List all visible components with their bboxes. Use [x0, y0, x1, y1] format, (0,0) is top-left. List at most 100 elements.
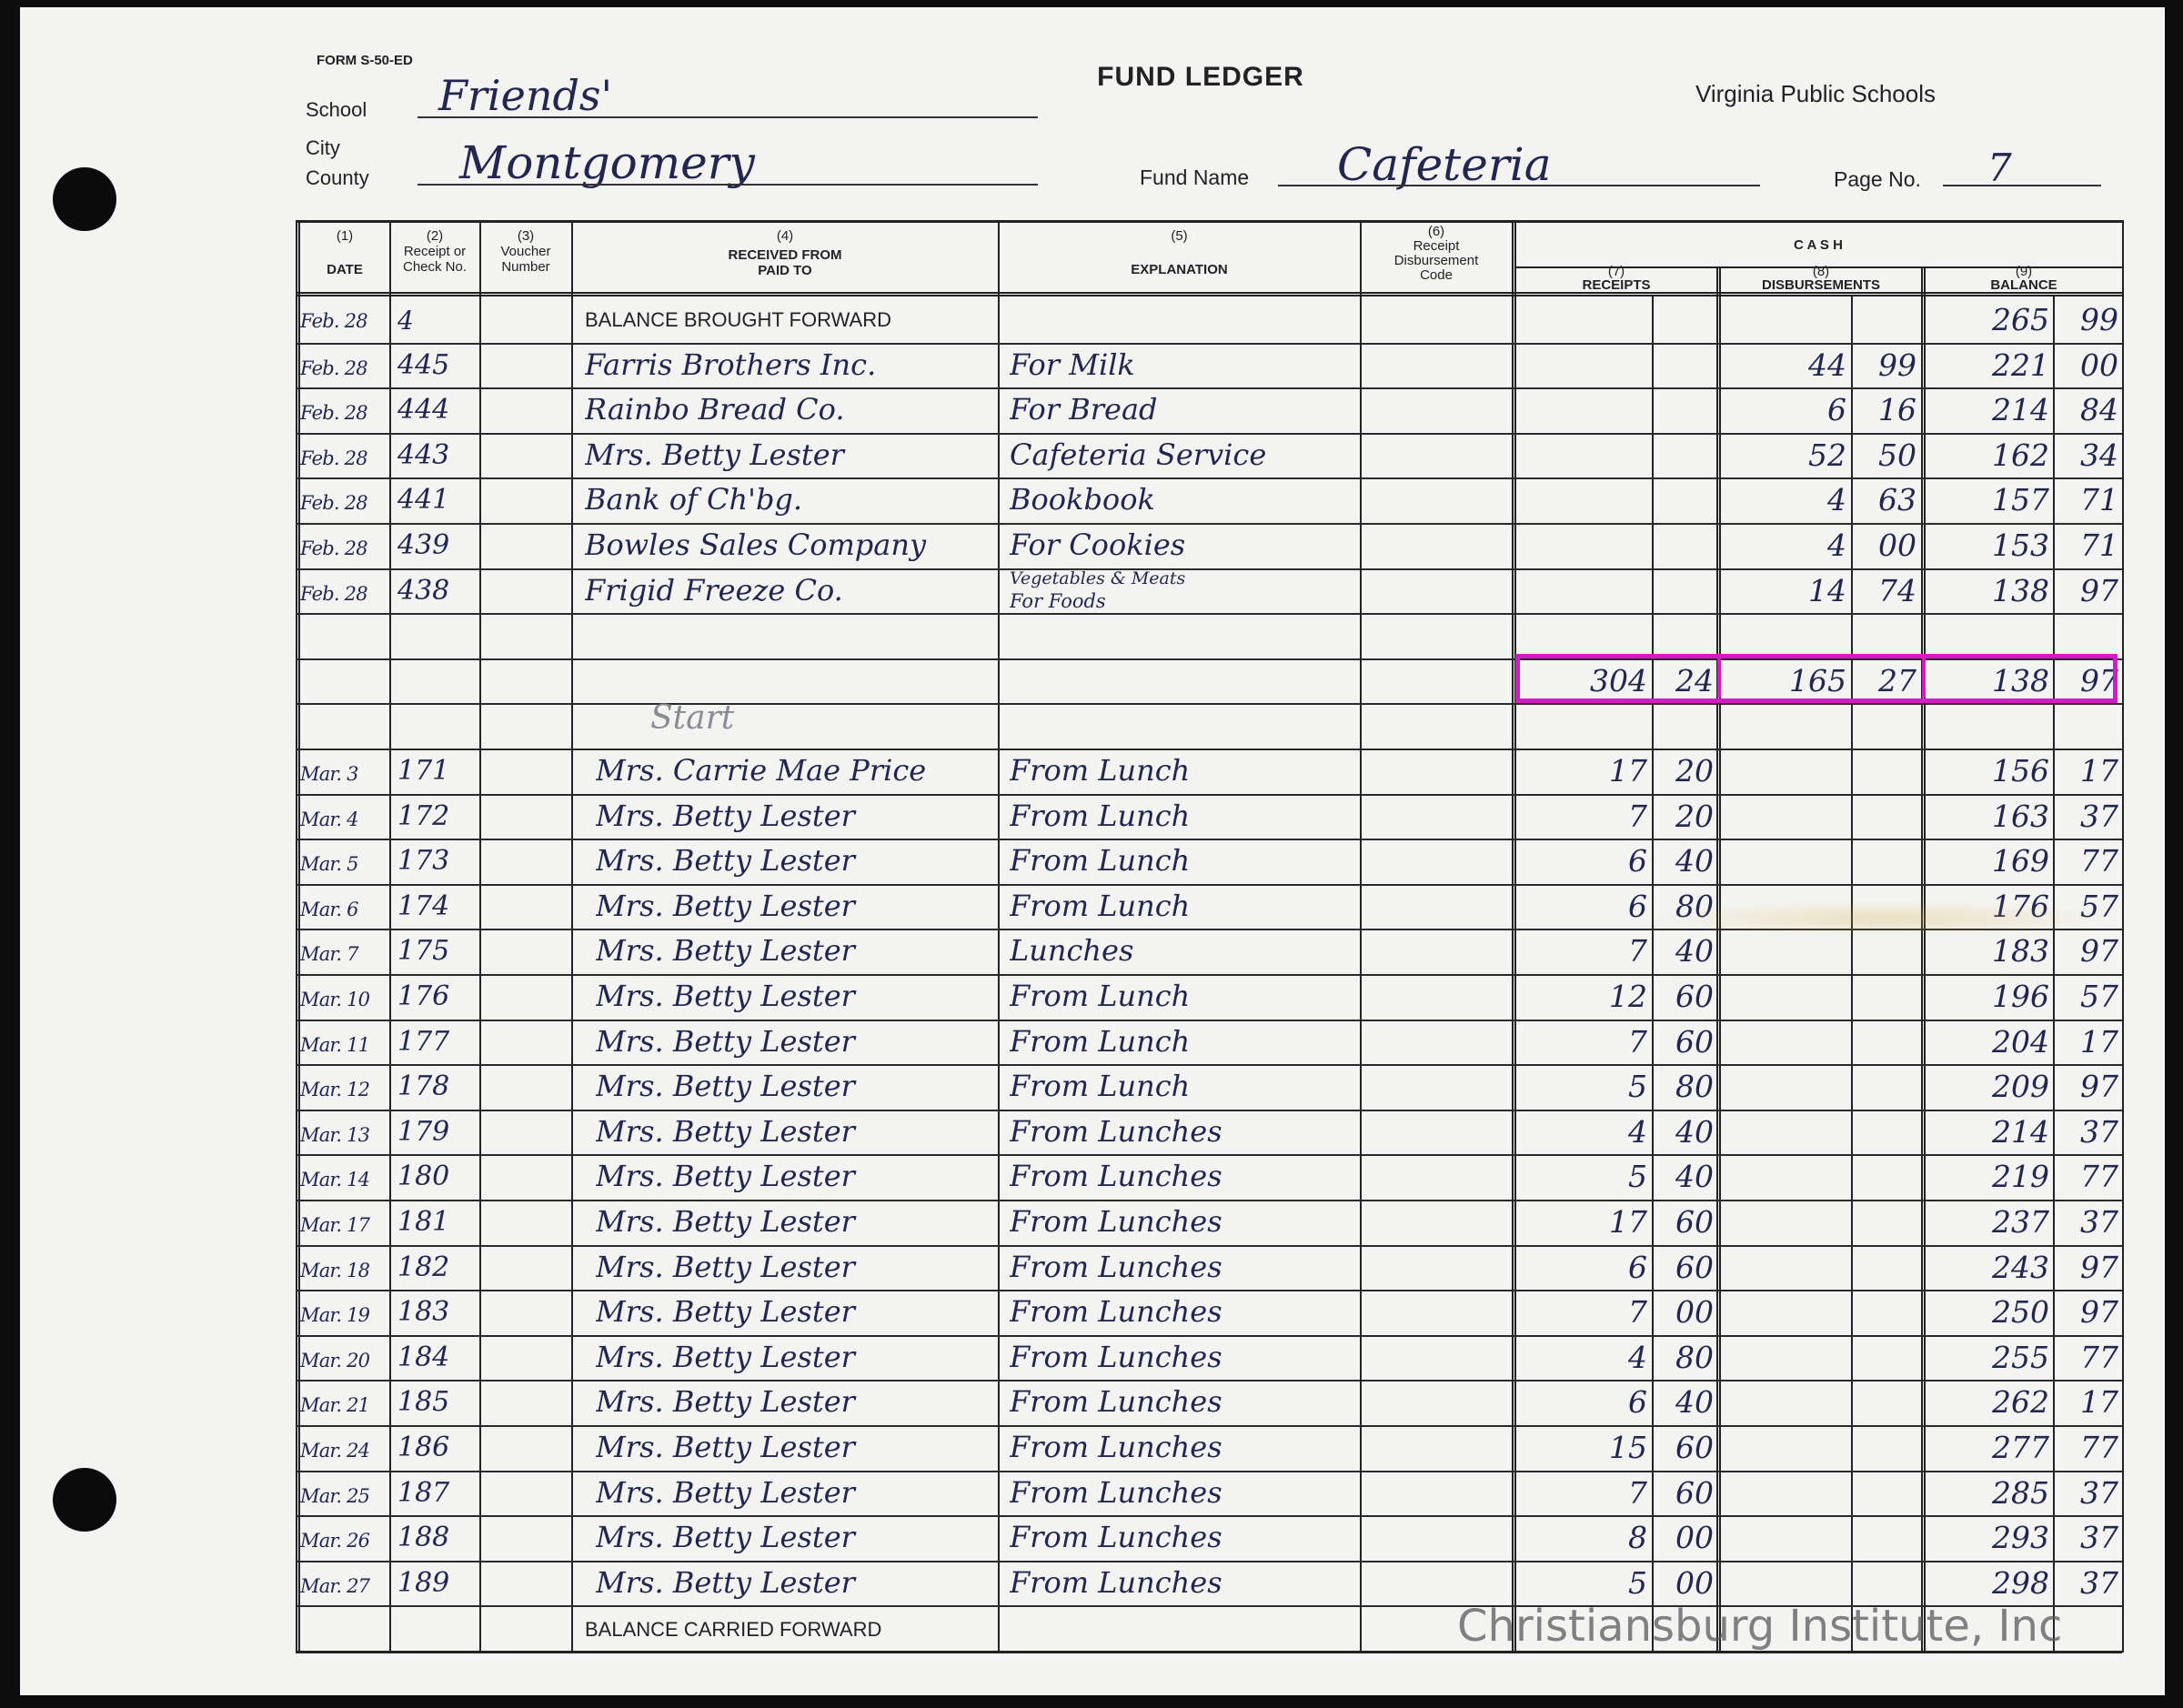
school-value: Friends' [438, 71, 613, 120]
balance-dollars: 156 [1992, 754, 2049, 789]
disbursement-cents: 50 [1878, 437, 1916, 473]
carried-forward-row: BALANCE CARRIED FORWARD [296, 1605, 2122, 1653]
balance-cents: 97 [2080, 573, 2118, 608]
receipt-dollars: 12 [1609, 980, 1647, 1014]
receipt-cents: 80 [1675, 1070, 1714, 1105]
receipt-dollars: 4 [1628, 1340, 1647, 1375]
receipt-dollars: 6 [1628, 1250, 1647, 1285]
balance-dollars: 250 [1992, 1295, 2049, 1331]
entry-number: 188 [397, 1522, 450, 1554]
header-cash: C A S H [1794, 237, 1843, 253]
entry-explanation: From Lunch [1010, 844, 1191, 878]
receipt-cents: 20 [1675, 754, 1714, 789]
entry-explanation: From Lunches [1010, 1521, 1222, 1554]
entry-explanation: From Lunch [1010, 1024, 1191, 1059]
receipt-dollars: 17 [1609, 1205, 1647, 1240]
entry-date: Mar. 19 [300, 1304, 370, 1327]
header-rule [296, 292, 2122, 296]
entry-explanation: From Lunch [1010, 754, 1191, 788]
start-note: Start [650, 699, 735, 738]
entry-explanation: From Lunch [1010, 980, 1191, 1013]
receipt-dollars: 5 [1628, 1565, 1647, 1601]
entry-party: Mrs. Betty Lester [596, 1114, 855, 1149]
fund-name-label: Fund Name [1140, 166, 1250, 189]
disbursement-dollars: 44 [1808, 347, 1846, 383]
entry-party: Mrs. Betty Lester [596, 934, 855, 969]
entry-date: Mar. 25 [300, 1484, 370, 1507]
entry-number: 443 [397, 439, 450, 471]
ledger-entry-row: Feb. 28 445 Farris Brothers Inc. For Milk 44… [296, 343, 2122, 390]
ledger-entry-row: Mar. 13 179 Mrs. Betty Lester From Lunches 4… [296, 1110, 2122, 1157]
entry-party: Mrs. Betty Lester [596, 1250, 855, 1284]
entry-date: Mar. 11 [300, 1033, 370, 1056]
entry-date: Feb. 28 [300, 492, 368, 515]
entry-date: Feb. 28 [300, 447, 368, 469]
entry-party: Mrs. Betty Lester [596, 1521, 855, 1554]
receipt-dollars: 7 [1628, 1295, 1647, 1331]
receipt-dollars: 4 [1628, 1114, 1647, 1150]
balance-cents: 57 [2080, 980, 2118, 1014]
ledger-entry-row: Mar. 27 189 Mrs. Betty Lester From Lunches 5… [296, 1561, 2122, 1608]
header-party: (4) RECEIVED FROM PAID TO [728, 228, 842, 278]
header-receipts: (7) RECEIPTS [1582, 264, 1651, 293]
ledger-entry-row: Mar. 25 187 Mrs. Betty Lester From Lunches 7… [296, 1471, 2122, 1518]
receipt-dollars: 15 [1609, 1431, 1647, 1465]
balance-cents: 37 [2080, 1114, 2118, 1150]
ledger-entry-row: Mar. 6 174 Mrs. Betty Lester From Lunch 680 1… [296, 884, 2122, 931]
receipt-dollars: 6 [1628, 1385, 1647, 1421]
ledger-entry-row: Feb. 28 438 Frigid Freeze Co. Vegetables & … [296, 568, 2122, 616]
page-number-label: Page No. [1834, 167, 1921, 191]
entry-party: Mrs. Betty Lester [596, 1565, 855, 1600]
total-disbursements-cents: 27 [1878, 663, 1916, 698]
balance-cents: 71 [2080, 528, 2118, 563]
balance-dollars: 262 [1992, 1385, 2049, 1421]
form-number: FORM S-50-ED [317, 53, 413, 68]
receipt-cents: 60 [1675, 1250, 1714, 1285]
fund-name-value: Cafeteria [1337, 138, 1552, 191]
receipt-cents: 00 [1675, 1565, 1714, 1601]
column-rule [389, 223, 391, 1653]
entry-party: Mrs. Betty Lester [596, 1475, 855, 1510]
disbursement-dollars: 52 [1808, 437, 1846, 473]
balance-cents: 84 [2080, 393, 2118, 428]
entry-party: Mrs. Betty Lester [596, 1340, 855, 1374]
totals-highlight-divider [1922, 656, 1926, 698]
receipt-cents: 60 [1675, 1024, 1714, 1060]
school-underline [417, 116, 1038, 118]
entry-party: Mrs. Betty Lester [596, 799, 855, 833]
entry-number: 439 [397, 530, 450, 561]
entry-party: Mrs. Carrie Mae Price [596, 754, 927, 788]
ledger-table: (1) DATE (2) Receipt or Check No. (3) Vouche… [296, 220, 2124, 1653]
entry-date: Mar. 21 [300, 1394, 370, 1417]
balance-cents: 99 [2080, 303, 2118, 337]
total-balance-cents: 97 [2080, 663, 2118, 698]
receipt-dollars: 5 [1628, 1070, 1647, 1105]
county-label: County [306, 166, 369, 189]
entry-number: 178 [397, 1071, 450, 1103]
disbursement-dollars: 14 [1808, 573, 1846, 608]
balance-dollars: 243 [1992, 1250, 2049, 1285]
entry-date: Mar. 27 [300, 1574, 370, 1597]
receipt-cents: 80 [1675, 1340, 1714, 1375]
header-voucher: (3) Voucher Number [500, 228, 551, 275]
entry-number: 187 [397, 1477, 450, 1509]
ledger-entry-row: Mar. 10 176 Mrs. Betty Lester From Lunch 12 6… [296, 974, 2122, 1021]
entry-number: 445 [397, 349, 450, 381]
paper-stain [1646, 900, 2119, 937]
balance-dollars: 138 [1992, 573, 2049, 608]
ledger-page [20, 7, 2165, 1695]
entry-party: Mrs. Betty Lester [596, 889, 855, 923]
entry-number: 174 [397, 890, 450, 922]
balance-cents: 97 [2080, 934, 2118, 970]
entry-party: Mrs. Betty Lester [596, 1070, 855, 1103]
ledger-entry-row: Mar. 21 185 Mrs. Betty Lester From Lunches 6… [296, 1380, 2122, 1427]
entry-party: Mrs. Betty Lester [596, 980, 855, 1013]
entry-date: Mar. 24 [300, 1440, 370, 1462]
ledger-entry-row: Mar. 24 186 Mrs. Betty Lester From Lunches 1… [296, 1425, 2122, 1472]
entry-explanation: From Lunches [1010, 1114, 1222, 1149]
receipt-cents: 60 [1675, 1205, 1714, 1240]
header-disbursements: (8) DISBURSEMENTS [1761, 264, 1880, 293]
column-rule [1716, 268, 1721, 1653]
entry-number: 184 [397, 1341, 450, 1373]
entry-explanation: From Lunches [1010, 1205, 1222, 1239]
